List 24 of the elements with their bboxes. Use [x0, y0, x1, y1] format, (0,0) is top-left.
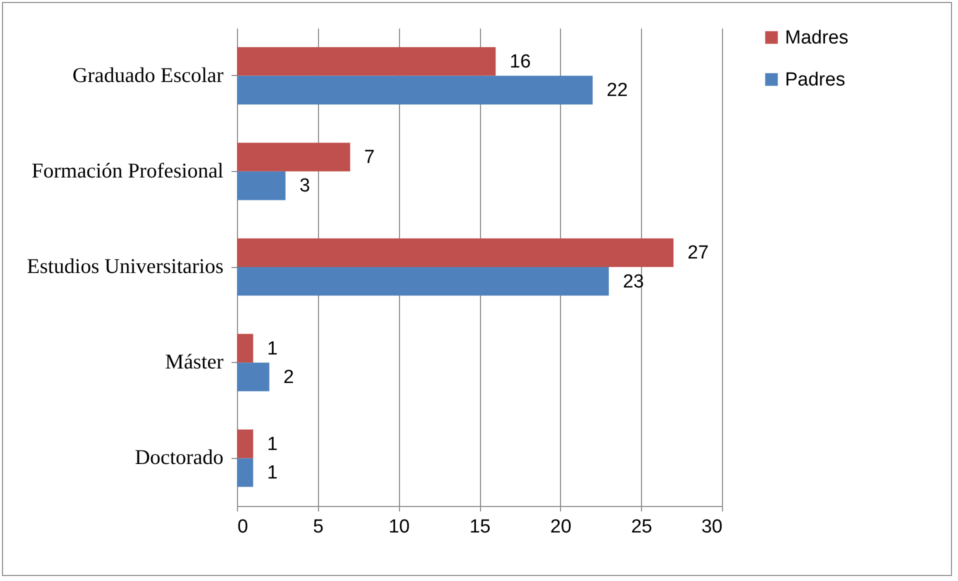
data-label: 3	[300, 176, 310, 197]
x-tick-label: 25	[631, 516, 652, 538]
x-tick-label: 5	[313, 516, 324, 538]
x-tick-label: 0	[238, 516, 248, 538]
legend-label: Padres	[785, 70, 846, 90]
data-label: 2	[283, 366, 294, 388]
x-tick-label: 10	[388, 516, 410, 538]
y-tick-label: Formación Profesional	[32, 158, 224, 182]
y-tick-label: Estudios Universitarios	[26, 254, 224, 278]
legend-label: Madres	[785, 28, 848, 48]
y-tick-label: Doctorado	[134, 445, 224, 470]
y-tick-label: Graduado Escolar	[72, 62, 224, 87]
x-tick-label: 15	[469, 516, 491, 538]
data-label: 23	[622, 271, 644, 292]
data-label: 7	[364, 147, 375, 168]
y-tick-label: Máster	[165, 350, 224, 374]
data-label: 1	[267, 338, 278, 360]
data-label: 1	[267, 462, 278, 484]
data-label: 22	[606, 80, 628, 102]
data-label: 16	[510, 51, 531, 72]
x-tick-label: 20	[550, 516, 572, 538]
x-tick-label: 30	[701, 516, 722, 538]
data-label: 27	[688, 242, 709, 264]
data-label: 1	[267, 434, 278, 455]
